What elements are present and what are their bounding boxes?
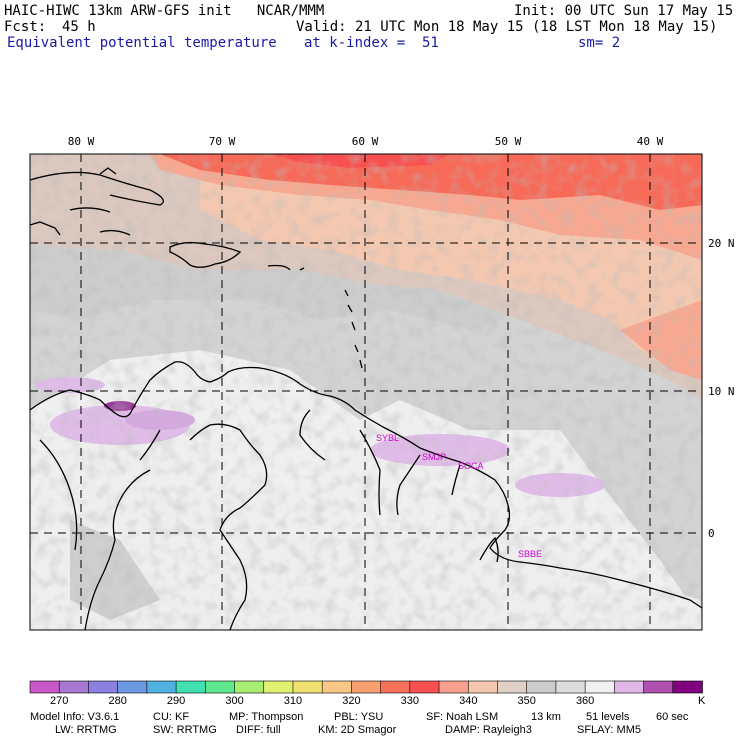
forecast-hour-value: 45 h: [62, 19, 96, 35]
smoothing-info: sm= 2: [578, 35, 621, 51]
colorbar-swatch: [263, 680, 294, 694]
colorbar-tick-label: 360: [576, 695, 594, 707]
lat-label-10n: 10 N: [708, 385, 735, 398]
footer-lw: LW: RRTMG: [55, 724, 117, 736]
level-info: at k-index = 51: [304, 35, 439, 51]
colorbar-swatch: [117, 680, 148, 694]
lat-label-0: 0: [708, 527, 715, 540]
lon-label-70w: 70 W: [209, 135, 236, 148]
field-name: Equivalent potential temperature: [7, 35, 277, 51]
forecast-hour-label: Fcst:: [4, 19, 47, 35]
colorbar-ticks: 270 280 290 300 310 320 330 340 350 360: [50, 695, 594, 707]
station-label: SOCA: [458, 461, 484, 471]
footer-levels: 51 levels: [586, 711, 630, 723]
init-time: Init: 00 UTC Sun 17 May 15: [514, 3, 734, 19]
footer-resolution: 13 km: [531, 711, 561, 723]
colorbar-swatch: [146, 680, 177, 694]
station-label: SYBL: [376, 433, 399, 443]
colorbar-swatch: [409, 680, 440, 694]
valid-time: Valid: 21 UTC Mon 18 May 15 (18 LST Mon …: [296, 19, 718, 35]
colorbar-swatch: [380, 680, 411, 694]
colorbar-swatch: [643, 680, 674, 694]
colorbar-tick-label: 310: [284, 695, 302, 707]
footer-pbl: PBL: YSU: [334, 711, 384, 723]
colorbar-swatch: [614, 680, 645, 694]
colorbar-swatch: [175, 680, 207, 694]
colorbar-unit: K: [698, 695, 706, 707]
colorbar-swatch: [29, 680, 61, 694]
colorbar-swatch: [58, 680, 90, 694]
footer-sw: SW: RRTMG: [153, 724, 217, 736]
footer-km: KM: 2D Smagor: [318, 724, 397, 736]
colorbar-swatch: [497, 680, 528, 694]
footer-damp: DAMP: Rayleigh3: [445, 724, 532, 736]
lon-label-50w: 50 W: [495, 135, 522, 148]
colorbar-swatch: [467, 680, 499, 694]
colorbar-swatch: [234, 680, 265, 694]
colorbar-tick-label: 290: [167, 695, 185, 707]
colorbar-swatch: [526, 680, 557, 694]
colorbar-swatch: [292, 680, 323, 694]
colorbar-tick-label: 300: [225, 695, 243, 707]
lon-label-40w: 40 W: [637, 135, 664, 148]
colorbar: [29, 680, 703, 694]
station-label: SMJP: [422, 452, 446, 462]
lat-label-20n: 20 N: [708, 237, 735, 250]
map-frame: [29, 153, 703, 631]
footer-cu: CU: KF: [153, 711, 190, 723]
colorbar-swatch: [584, 680, 616, 694]
station-label: SBBE: [518, 549, 542, 559]
colorbar-swatch: [672, 680, 703, 694]
colorbar-tick-label: 340: [459, 695, 477, 707]
footer-sf: SF: Noah LSM: [426, 711, 499, 723]
colorbar-swatch: [205, 680, 236, 694]
coastlines: [29, 167, 703, 631]
lon-label-80w: 80 W: [68, 135, 95, 148]
colorbar-swatch: [555, 680, 586, 694]
colorbar-tick-label: 350: [518, 695, 536, 707]
colorbar-tick-label: 280: [108, 695, 126, 707]
plot-title: HAIC-HIWC 13km ARW-GFS init NCAR/MMM: [4, 3, 325, 19]
field-shading: [30, 154, 702, 630]
lon-label-60w: 60 W: [352, 135, 379, 148]
graticule: [30, 154, 702, 630]
colorbar-swatch: [351, 680, 382, 694]
footer-diff: DIFF: full: [236, 724, 281, 736]
colorbar-swatch: [88, 680, 119, 694]
footer-mp: MP: Thompson: [229, 711, 304, 723]
footer-sflay: SFLAY: MM5: [577, 724, 641, 736]
colorbar-swatch: [438, 680, 470, 694]
colorbar-tick-label: 330: [401, 695, 419, 707]
colorbar-swatch: [321, 680, 353, 694]
colorbar-tick-label: 270: [50, 695, 68, 707]
footer-timestep: 60 sec: [656, 711, 689, 723]
colorbar-tick-label: 320: [342, 695, 360, 707]
footer-model-info: Model Info: V3.6.1: [30, 711, 120, 723]
